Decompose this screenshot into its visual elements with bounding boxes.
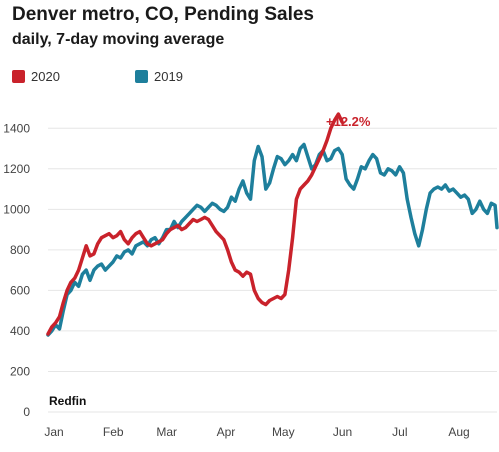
legend-label-2019: 2019 (154, 69, 183, 84)
x-tick-label: Jun (333, 425, 352, 439)
chart-title: Denver metro, CO, Pending Sales (12, 4, 314, 25)
series-line-2020 (46, 112, 344, 336)
chart-subtitle: daily, 7-day moving average (12, 31, 225, 48)
y-tick-label: 400 (10, 324, 30, 338)
y-tick-label: 800 (10, 243, 30, 257)
x-tick-label: Feb (103, 425, 124, 439)
y-tick-label: 200 (10, 364, 30, 378)
x-tick-label: Mar (156, 425, 177, 439)
y-axis: 0 200 400 600 800 1000 1200 1400 (3, 121, 30, 419)
x-tick-label: Jul (392, 425, 407, 439)
legend-item-2020: 2020 (12, 69, 60, 84)
y-tick-label: 1000 (3, 202, 30, 216)
legend-label-2020: 2020 (31, 69, 60, 84)
legend-swatch-2020 (12, 70, 25, 83)
x-tick-label: Jan (44, 425, 63, 439)
y-tick-label: 1200 (3, 162, 30, 176)
x-tick-label: Aug (448, 425, 469, 439)
x-tick-label: Apr (217, 425, 236, 439)
series-lines (46, 112, 499, 337)
legend-swatch-2019 (135, 70, 148, 83)
x-axis: Jan Feb Mar Apr May Jun Jul Aug (44, 425, 469, 439)
change-annotation: +12.2% (326, 114, 371, 129)
y-tick-label: 1400 (3, 121, 30, 135)
source-label: Redfin (49, 394, 86, 408)
y-tick-label: 600 (10, 283, 30, 297)
series-line-2019 (46, 142, 499, 337)
x-tick-label: May (272, 425, 295, 439)
legend-item-2019: 2019 (135, 69, 183, 84)
y-tick-label: 0 (23, 405, 30, 419)
